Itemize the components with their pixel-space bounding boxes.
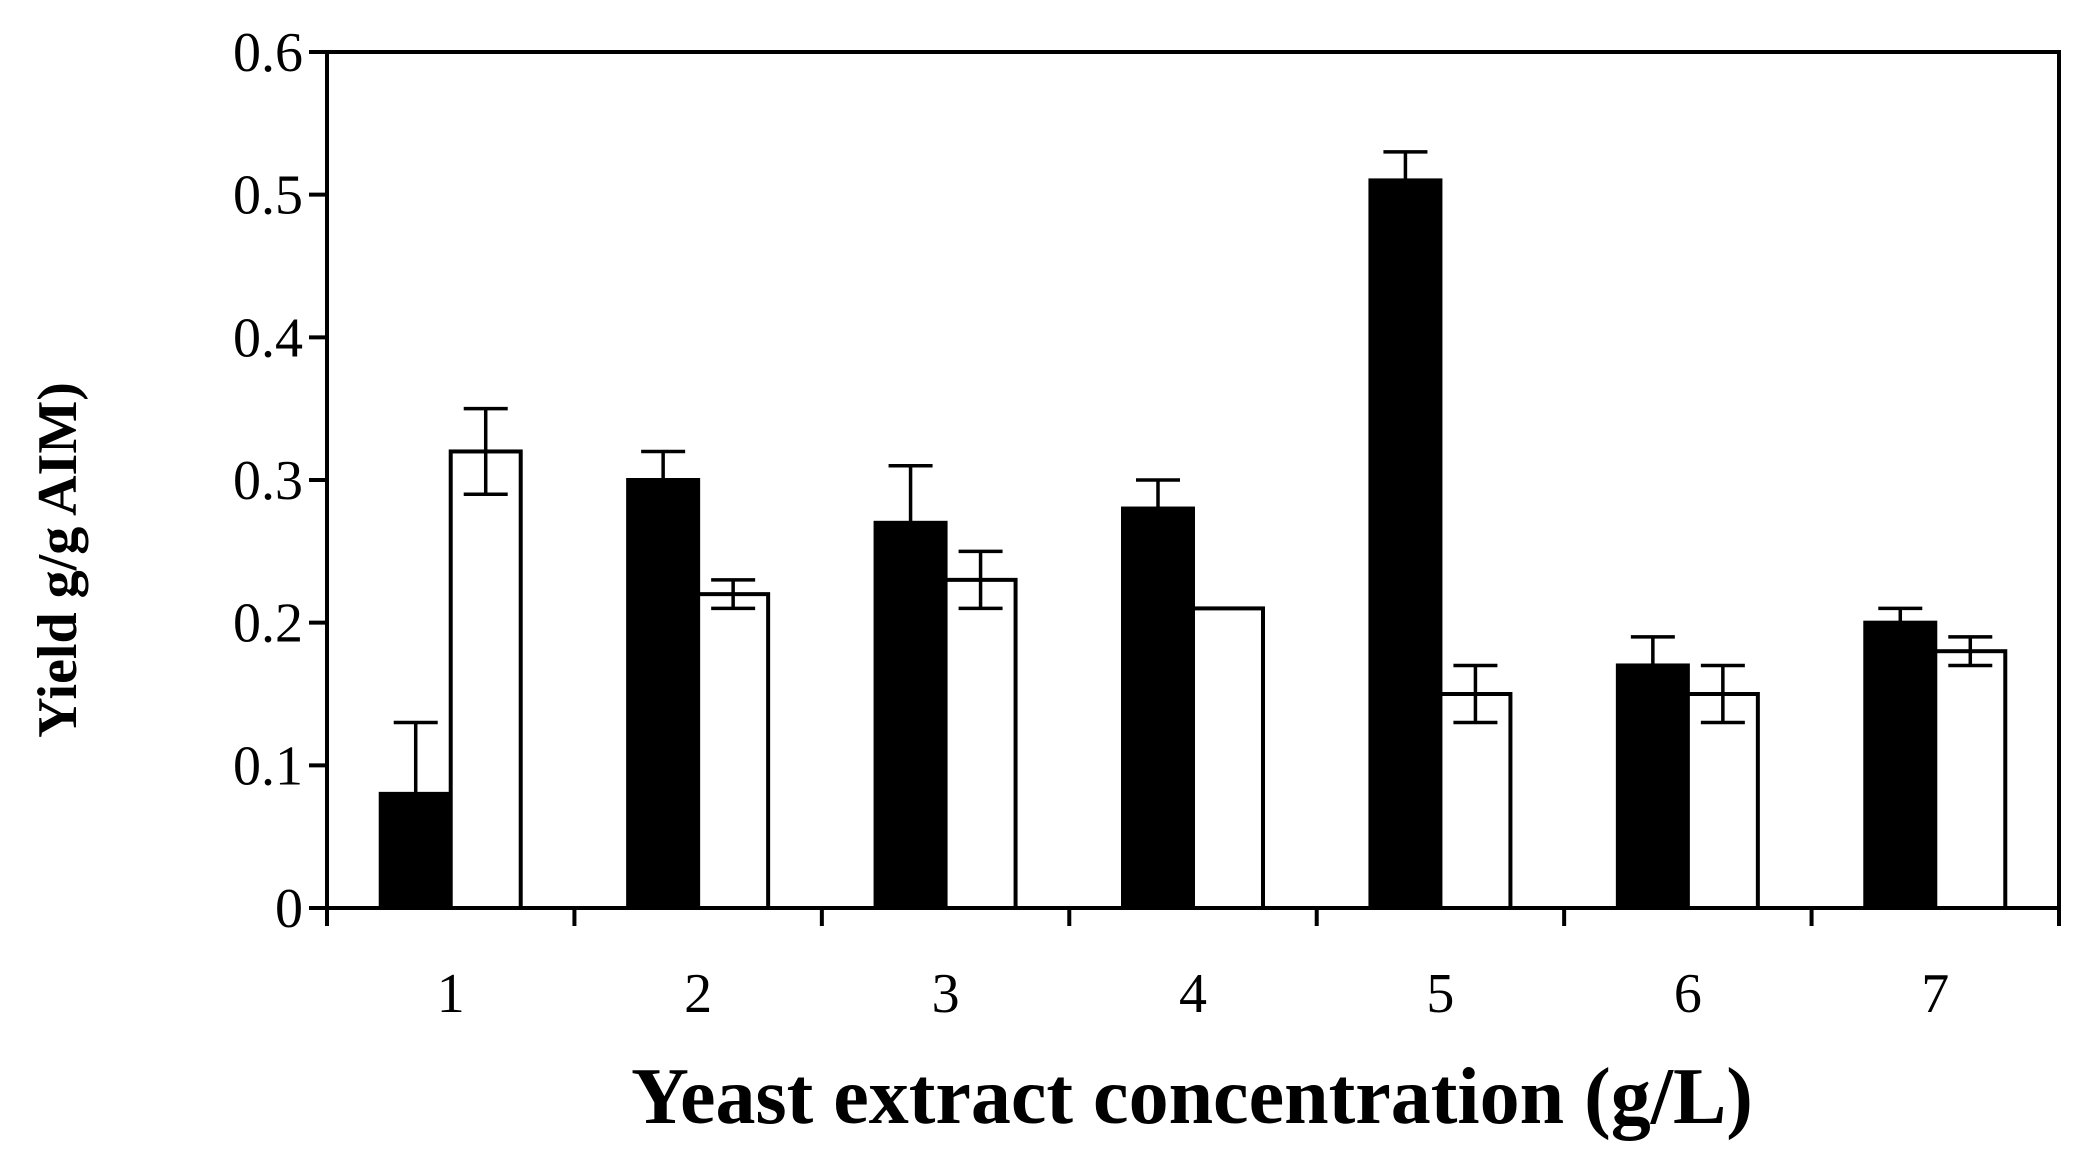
x-tick-label: 7 [1921, 963, 1949, 1025]
y-tick-label: 0.5 [233, 165, 303, 227]
plot-area: 0 0.1 0.2 0.3 0.4 0.5 0.6 1 2 3 4 5 6 7 [233, 22, 2061, 1025]
y-tick-label: 0.6 [233, 22, 303, 84]
x-tick-label: 2 [684, 963, 712, 1025]
x-tick-label: 3 [932, 963, 960, 1025]
y-tick-label: 0.3 [233, 450, 303, 512]
bar-black-4 [1121, 506, 1195, 910]
bar-black-6 [1615, 663, 1690, 911]
bar-white-4 [1191, 606, 1265, 911]
bar-black-5 [1368, 178, 1443, 910]
x-tick-label: 5 [1426, 963, 1454, 1025]
bar-white-5 [1438, 692, 1513, 910]
bar-black-7 [1863, 620, 1938, 911]
bar-white-3 [943, 577, 1018, 910]
bar-black-2 [626, 478, 701, 910]
y-axis-title: Yield g/g AIM) [27, 382, 89, 738]
y-tick-label: 0.4 [233, 307, 303, 369]
bar-white-7 [1933, 649, 2008, 910]
y-tick-label: 0.1 [233, 735, 303, 797]
bar-white-2 [696, 592, 771, 911]
x-tick-label: 1 [437, 963, 465, 1025]
bar-white-1 [448, 449, 523, 910]
x-axis-title: Yeast extract concentration (g/L) [631, 1053, 1753, 1141]
x-tick-label: 6 [1674, 963, 1702, 1025]
bar-white-6 [1685, 692, 1760, 910]
x-tick-label: 4 [1179, 963, 1207, 1025]
y-tick-label: 0.2 [233, 593, 303, 655]
y-tick-label: 0 [275, 878, 303, 940]
